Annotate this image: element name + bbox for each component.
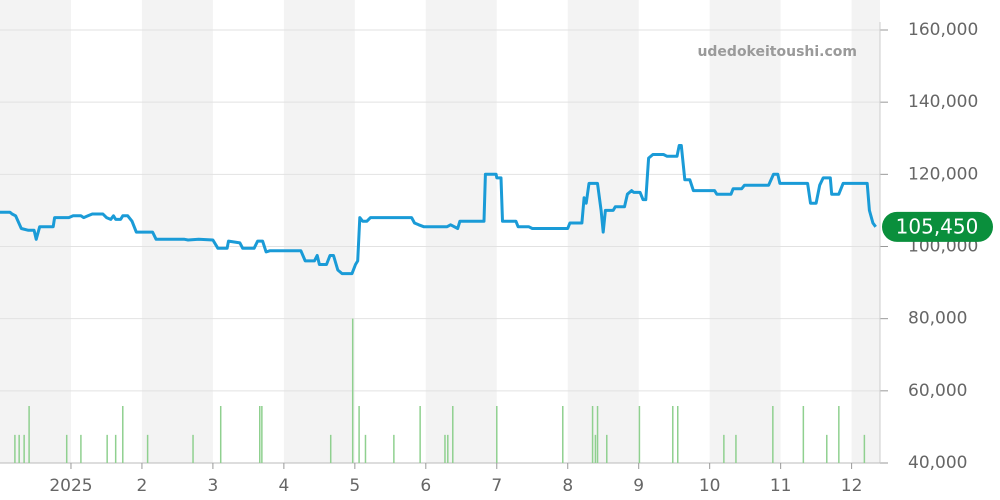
x-tick-label: 11 — [770, 476, 792, 496]
x-tick-label: 3 — [207, 476, 218, 496]
x-tick-label: 6 — [420, 476, 431, 496]
x-tick-label: 4 — [278, 476, 289, 496]
watermark: udedokeitoushi.com — [697, 44, 857, 60]
x-tick-label: 8 — [562, 476, 573, 496]
month-band — [283, 0, 355, 463]
y-tick-label: 40,000 — [908, 453, 967, 473]
x-tick-label: 5 — [349, 476, 360, 496]
x-tick-label: 10 — [699, 476, 721, 496]
month-band — [851, 0, 880, 463]
y-tick-label: 160,000 — [908, 20, 978, 40]
y-tick-label: 140,000 — [908, 92, 978, 112]
current-price-label: 105,450 — [896, 214, 979, 238]
x-tick-label: 2 — [137, 476, 148, 496]
month-band — [425, 0, 497, 463]
y-tick-label: 60,000 — [908, 381, 967, 401]
price-line — [0, 144, 877, 276]
x-tick-label: 2025 — [49, 476, 92, 496]
current-price-badge — [882, 211, 993, 242]
month-band — [709, 0, 781, 463]
x-tick-label: 7 — [491, 476, 502, 496]
y-tick-label: 80,000 — [908, 309, 967, 329]
x-tick-label: 9 — [633, 476, 644, 496]
x-tick-label: 12 — [841, 476, 863, 496]
y-tick-label: 120,000 — [908, 164, 978, 184]
